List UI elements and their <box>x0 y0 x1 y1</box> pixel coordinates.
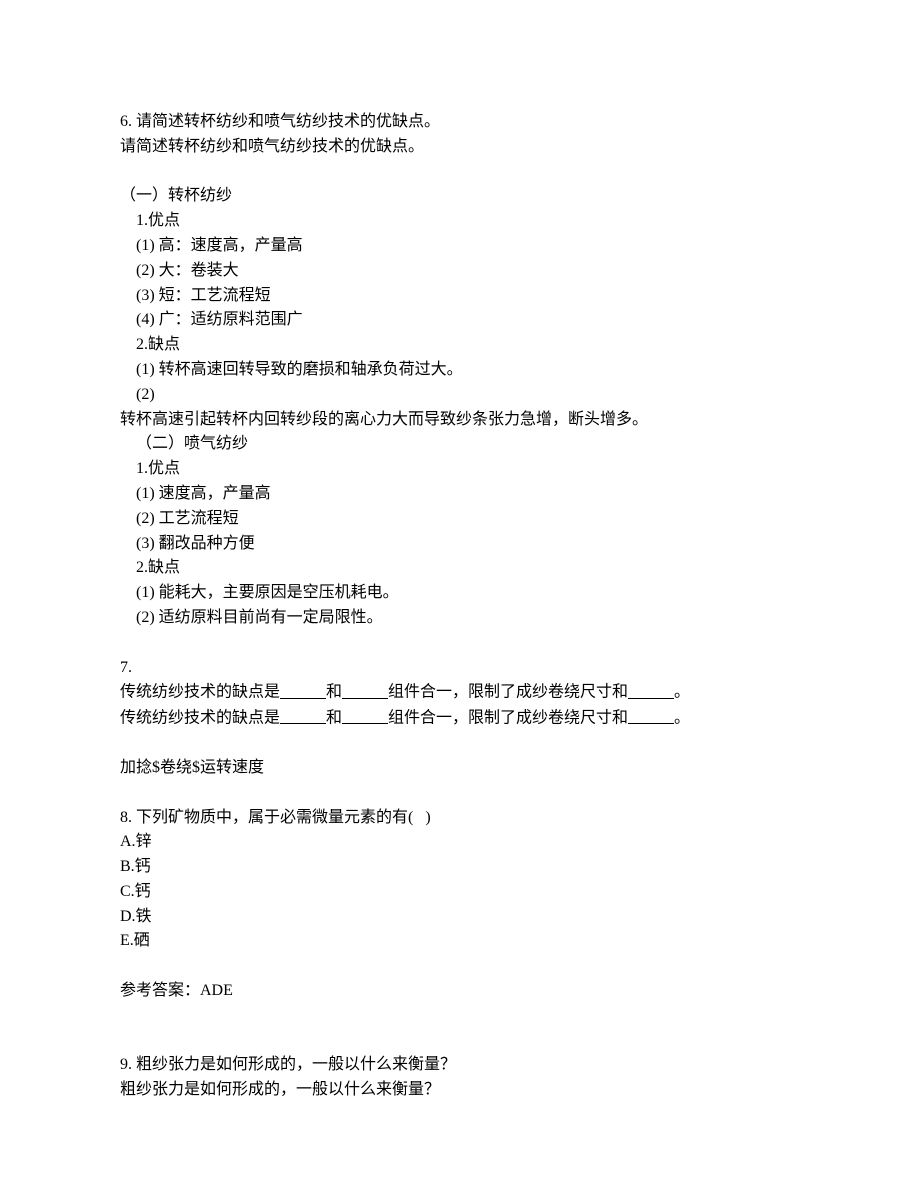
text: 传统纺纱技术的缺点是 <box>120 684 280 701</box>
q6-dis-heading2: 2.缺点 <box>120 556 800 581</box>
q9-repeat: 粗纱张力是如何形成的，一般以什么来衡量？ <box>120 1078 800 1103</box>
text: 组件合一，限制了成纱卷绕尺寸和 <box>388 684 628 701</box>
q6-adv1-2: (2) 大：卷装大 <box>120 259 800 284</box>
text: (2) 工艺流程短 <box>136 510 239 527</box>
q6-section2: （二）喷气纺纱 <box>120 432 800 457</box>
text: 组件合一，限制了成纱卷绕尺寸和 <box>388 709 628 726</box>
q6-adv2-1: (1) 速度高，产量高 <box>120 482 800 507</box>
q6-adv1-1: (1) 高：速度高，产量高 <box>120 234 800 259</box>
blank-line <box>120 160 800 185</box>
q7-title: 7. <box>120 656 800 681</box>
text: 。 <box>674 684 690 701</box>
q6-adv1-4: (4) 广：适纺原料范围广 <box>120 308 800 333</box>
q6-repeat: 请简述转杯纺纱和喷气纺纱技术的优缺点。 <box>120 135 800 160</box>
document-page: 6. 请简述转杯纺纱和喷气纺纱技术的优缺点。 请简述转杯纺纱和喷气纺纱技术的优缺… <box>0 0 920 1163</box>
text: (4) 广：适纺原料范围广 <box>136 311 303 328</box>
q8-option-b: B.钙 <box>120 855 800 880</box>
blank-line <box>120 731 800 756</box>
blank-field <box>342 680 388 699</box>
q7-answer: 加捻$卷绕$运转速度 <box>120 756 800 781</box>
blank-field <box>280 706 326 725</box>
q7-line1: 传统纺纱技术的缺点是 和 组件合一，限制了成纱卷绕尺寸和 。 <box>120 680 800 705</box>
text: 传统纺纱技术的缺点是 <box>120 709 280 726</box>
blank-field <box>342 706 388 725</box>
text: (1) 能耗大，主要原因是空压机耗电。 <box>136 584 399 601</box>
blank-line <box>120 1004 800 1029</box>
text: (3) 短：工艺流程短 <box>136 287 271 304</box>
text: (2) <box>136 386 155 403</box>
text: 和 <box>326 709 342 726</box>
text: 2.缺点 <box>136 336 180 353</box>
text: (1) 转杯高速回转导致的磨损和轴承负荷过大。 <box>136 361 463 378</box>
text: 和 <box>326 684 342 701</box>
q8-option-a: A.锌 <box>120 830 800 855</box>
blank-field <box>628 706 674 725</box>
q6-dis1-1: (1) 转杯高速回转导致的磨损和轴承负荷过大。 <box>120 358 800 383</box>
text: （二）喷气纺纱 <box>136 435 248 452</box>
text: 1.优点 <box>136 460 180 477</box>
q6-adv-heading1: 1.优点 <box>120 209 800 234</box>
text: 。 <box>674 709 690 726</box>
q6-adv2-3: (3) 翻改品种方便 <box>120 532 800 557</box>
q6-section1: （一）转杯纺纱 <box>120 184 800 209</box>
q6-dis2-1: (1) 能耗大，主要原因是空压机耗电。 <box>120 581 800 606</box>
text: (2) 适纺原料目前尚有一定局限性。 <box>136 609 383 626</box>
blank-line <box>120 781 800 806</box>
text: 1.优点 <box>136 212 180 229</box>
q7-line2: 传统纺纱技术的缺点是 和 组件合一，限制了成纱卷绕尺寸和 。 <box>120 706 800 731</box>
blank-line <box>120 954 800 979</box>
q8-option-e: E.硒 <box>120 929 800 954</box>
q6-dis1-2: (2) <box>120 383 800 408</box>
text: (1) 速度高，产量高 <box>136 485 271 502</box>
q6-adv1-3: (3) 短：工艺流程短 <box>120 284 800 309</box>
q6-title: 6. 请简述转杯纺纱和喷气纺纱技术的优缺点。 <box>120 110 800 135</box>
text: (2) 大：卷装大 <box>136 262 239 279</box>
q8-option-c: C.钙 <box>120 880 800 905</box>
q6-adv2-2: (2) 工艺流程短 <box>120 507 800 532</box>
q6-dis-heading1: 2.缺点 <box>120 333 800 358</box>
text: (3) 翻改品种方便 <box>136 535 255 552</box>
blank-line <box>120 1029 800 1054</box>
q6-dis1-2b: 转杯高速引起转杯内回转纱段的离心力大而导致纱条张力急增，断头增多。 <box>120 408 800 433</box>
q6-adv-heading2: 1.优点 <box>120 457 800 482</box>
q6-dis2-2: (2) 适纺原料目前尚有一定局限性。 <box>120 606 800 631</box>
text: (1) 高：速度高，产量高 <box>136 237 303 254</box>
q8-option-d: D.铁 <box>120 905 800 930</box>
blank-field <box>280 680 326 699</box>
q9-title: 9. 粗纱张力是如何形成的，一般以什么来衡量？ <box>120 1053 800 1078</box>
blank-line <box>120 631 800 656</box>
blank-field <box>628 680 674 699</box>
text: 2.缺点 <box>136 559 180 576</box>
q8-answer: 参考答案：ADE <box>120 979 800 1004</box>
q8-title: 8. 下列矿物质中，属于必需微量元素的有( ) <box>120 806 800 831</box>
